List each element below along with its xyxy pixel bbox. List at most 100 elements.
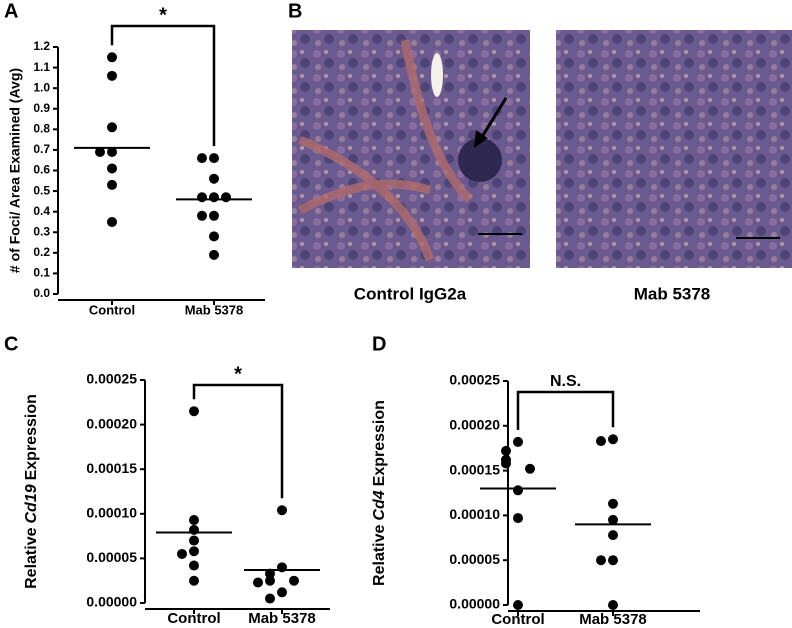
y-tick-label: 0.00025 (449, 372, 500, 388)
data-point (107, 52, 117, 63)
y-tick-label: 0.9 (33, 101, 50, 115)
data-point (608, 530, 618, 541)
data-point (189, 575, 199, 586)
data-point (107, 179, 117, 190)
vessel-lumen (431, 53, 443, 97)
data-point (197, 192, 207, 203)
image-caption: Control IgG2a (354, 284, 467, 303)
panel-b: B Control IgG2a Mab 5378 (288, 0, 792, 303)
data-point (197, 210, 207, 221)
y-tick-label: 0.4 (33, 204, 50, 218)
data-point (525, 463, 535, 474)
data-point (265, 575, 275, 586)
y-tick-label: 1.2 (33, 39, 50, 53)
y-tick-label: 0.00020 (449, 417, 500, 433)
significance-bracket (192, 383, 284, 499)
arrow (478, 97, 508, 141)
y-tick-label: 0.1 (33, 266, 50, 280)
x-tick-label: Mab 5378 (185, 302, 244, 317)
x-tick-label: Mab 5378 (248, 610, 316, 627)
data-point (189, 535, 199, 546)
data-point (107, 146, 117, 157)
y-tick-label: 0.00010 (86, 505, 137, 521)
y-axis-label-part: Cd19 (23, 484, 40, 523)
data-point (209, 192, 219, 203)
significance-label: * (159, 4, 167, 26)
y-tick-label: 0.8 (33, 122, 50, 136)
y-axis-label-part: Cd4 (371, 490, 388, 520)
data-point (501, 458, 511, 469)
y-axis-label-part: Expression (371, 400, 388, 486)
data-point (189, 515, 199, 526)
y-tick-label: 0.00025 (86, 371, 137, 387)
data-point (95, 146, 105, 157)
significance-label: N.S. (550, 373, 581, 390)
y-axis-label-part: Expression (23, 394, 40, 480)
data-point (608, 498, 618, 509)
y-tick-label: 0.00000 (86, 594, 137, 610)
data-point (513, 485, 523, 496)
data-point (221, 192, 231, 203)
y-tick-label: 0.3 (33, 224, 50, 238)
data-point (209, 249, 219, 260)
data-point (277, 587, 287, 598)
data-point (277, 505, 287, 516)
data-point (501, 445, 511, 456)
x-tick-label: Control (167, 610, 220, 627)
y-tick-label: 1.0 (33, 80, 50, 94)
y-axis-label: Relative Cd19 Expression (23, 394, 40, 589)
data-point (209, 153, 219, 164)
y-axis-label-part: Relative (371, 524, 388, 585)
data-point (513, 513, 523, 524)
x-tick-label: Control (491, 611, 544, 628)
y-tick-label: 0.2 (33, 245, 50, 259)
y-tick-label: 0.00020 (86, 415, 137, 431)
data-point (197, 153, 207, 164)
data-point (289, 575, 299, 586)
data-point (265, 593, 275, 604)
significance-bracket (516, 390, 615, 430)
y-axis-label: Relative Cd4 Expression (371, 400, 388, 586)
y-axis-label: # of Foci/ Area Examined (Avg) (7, 68, 23, 273)
data-point (253, 577, 263, 588)
data-point (596, 555, 606, 566)
data-point (608, 555, 618, 566)
y-tick-label: 0.00015 (86, 460, 137, 476)
y-tick-label: 0.6 (33, 163, 50, 177)
data-point (209, 231, 219, 242)
data-point (107, 122, 117, 133)
data-point (513, 436, 523, 447)
x-tick-label: Control (89, 302, 135, 317)
panel-letter: A (4, 0, 18, 22)
data-point (189, 560, 199, 571)
data-point (209, 210, 219, 221)
y-tick-label: 0.0 (33, 286, 50, 300)
significance-label: * (234, 363, 242, 385)
panel-letter: C (4, 333, 18, 355)
data-point (107, 216, 117, 227)
y-tick-label: 0.00010 (449, 506, 500, 522)
panel-letter: D (372, 333, 386, 355)
y-tick-label: 0.00015 (449, 461, 500, 477)
image-caption: Mab 5378 (634, 284, 711, 303)
data-point (107, 70, 117, 81)
y-tick-label: 0.5 (33, 183, 50, 197)
data-point (177, 548, 187, 559)
data-point (596, 436, 606, 447)
data-point (209, 173, 219, 184)
significance-bracket (110, 24, 216, 147)
y-tick-label: 0.7 (33, 142, 50, 156)
vessel (297, 39, 474, 262)
arrow-head (474, 130, 488, 148)
histology-image (556, 30, 792, 268)
panel-letter: B (288, 0, 302, 22)
data-point (265, 568, 275, 579)
data-point (513, 600, 523, 610)
data-point (189, 546, 199, 557)
data-point (608, 514, 618, 525)
x-tick-label: Mab 5378 (579, 611, 647, 628)
y-tick-label: 1.1 (33, 60, 50, 74)
data-point (107, 163, 117, 174)
y-axis-label-part: Relative (23, 527, 40, 588)
